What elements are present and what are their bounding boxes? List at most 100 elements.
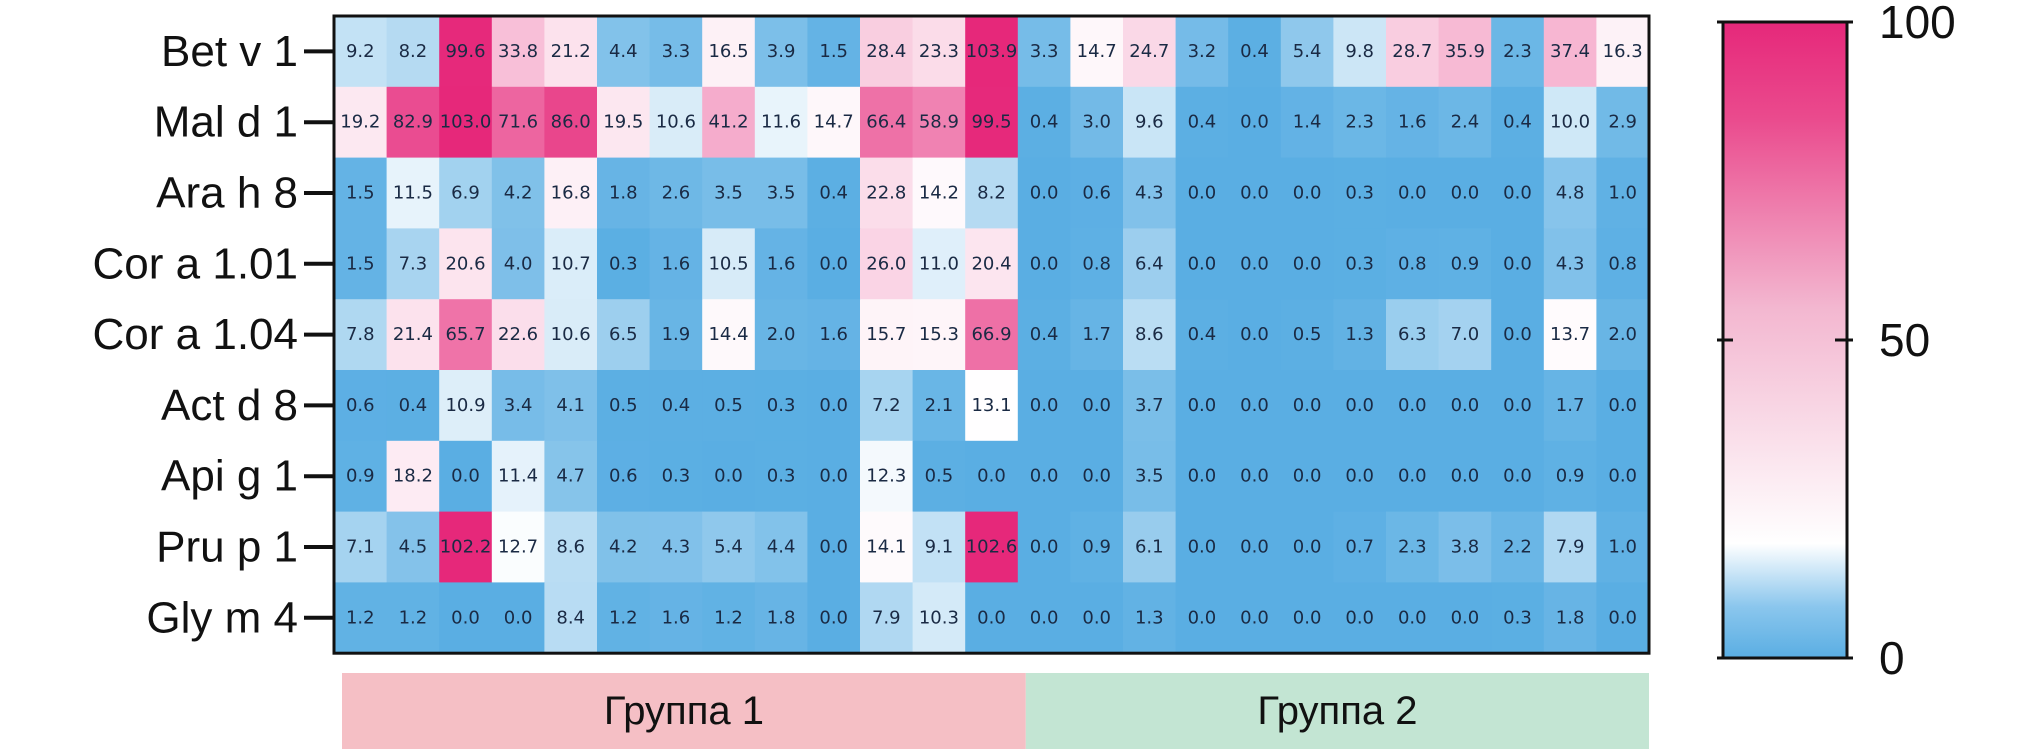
cell-value-label: 2.3 bbox=[1398, 537, 1427, 558]
cell-value-label: 2.4 bbox=[1451, 112, 1480, 133]
heatmap-cell bbox=[439, 157, 493, 229]
cell-value-label: 102.2 bbox=[440, 537, 492, 558]
heatmap-cell bbox=[860, 582, 914, 654]
cell-value-label: 3.3 bbox=[1030, 41, 1059, 62]
cell-value-label: 7.9 bbox=[1556, 537, 1585, 558]
cell-value-label: 2.3 bbox=[1503, 41, 1532, 62]
heatmap-cell bbox=[965, 582, 1019, 654]
heatmap-cell bbox=[1175, 511, 1229, 583]
heatmap-cell bbox=[649, 511, 703, 583]
heatmap-cell bbox=[807, 16, 861, 88]
cell-value-label: 0.3 bbox=[609, 253, 638, 274]
cell-value-label: 0.4 bbox=[1503, 112, 1532, 133]
cell-value-label: 1.8 bbox=[609, 183, 638, 204]
heatmap-cell bbox=[1386, 511, 1440, 583]
heatmap-cell bbox=[807, 86, 861, 159]
heatmap-cell bbox=[334, 228, 388, 300]
cell-value-label: 0.7 bbox=[1345, 537, 1374, 558]
heatmap-cell bbox=[1070, 299, 1124, 371]
cell-value-label: 0.0 bbox=[1030, 607, 1059, 628]
heatmap-cell bbox=[1280, 440, 1334, 513]
heatmap-cell bbox=[544, 440, 598, 513]
cell-value-label: 24.7 bbox=[1129, 41, 1169, 62]
heatmap-cell bbox=[1280, 86, 1334, 159]
cell-value-label: 10.7 bbox=[551, 253, 591, 274]
cell-value-label: 65.7 bbox=[445, 324, 485, 345]
heatmap-cell bbox=[649, 86, 703, 159]
cell-value-label: 58.9 bbox=[919, 112, 959, 133]
heatmap-cell bbox=[334, 86, 388, 159]
heatmap-cell bbox=[754, 370, 808, 442]
heatmap-cell bbox=[1438, 370, 1492, 442]
cell-value-label: 0.0 bbox=[1503, 324, 1532, 345]
cell-value-label: 0.0 bbox=[504, 607, 533, 628]
row-label: Mal d 1 bbox=[154, 98, 298, 147]
heatmap-cell bbox=[1386, 299, 1440, 371]
cell-value-label: 4.7 bbox=[556, 466, 585, 487]
heatmap-cell bbox=[386, 511, 440, 583]
cell-value-label: 4.3 bbox=[1135, 183, 1164, 204]
heatmap-cell bbox=[1491, 511, 1545, 583]
heatmap-cell bbox=[439, 86, 493, 159]
cell-value-label: 10.6 bbox=[656, 112, 696, 133]
heatmap-frame bbox=[332, 14, 1651, 655]
heatmap-cell bbox=[1543, 16, 1597, 88]
heatmap-cell bbox=[1175, 299, 1229, 371]
cell-value-label: 0.0 bbox=[1188, 183, 1217, 204]
cell-value-label: 14.1 bbox=[866, 537, 906, 558]
heatmap-cell bbox=[597, 228, 651, 300]
heatmap-cell bbox=[544, 511, 598, 583]
cell-value-label: 21.4 bbox=[393, 324, 433, 345]
cell-value-label: 0.0 bbox=[451, 607, 480, 628]
heatmap-cell bbox=[1017, 16, 1071, 88]
cell-value-label: 10.0 bbox=[1550, 112, 1590, 133]
cell-value-label: 37.4 bbox=[1550, 41, 1590, 62]
cell-value-label: 14.2 bbox=[919, 183, 959, 204]
cell-value-label: 14.4 bbox=[708, 324, 748, 345]
heatmap-cell bbox=[334, 370, 388, 442]
heatmap-cell bbox=[1491, 370, 1545, 442]
cell-value-label: 35.9 bbox=[1445, 41, 1485, 62]
heatmap-cell bbox=[754, 86, 808, 159]
cell-value-label: 0.5 bbox=[714, 395, 743, 416]
cell-value-label: 14.7 bbox=[1077, 41, 1117, 62]
cell-value-label: 0.0 bbox=[1293, 253, 1322, 274]
cell-value-label: 0.0 bbox=[1293, 183, 1322, 204]
heatmap-cell bbox=[1280, 582, 1334, 654]
cell-value-label: 0.0 bbox=[1240, 324, 1269, 345]
heatmap-cell bbox=[1491, 228, 1545, 300]
cell-value-label: 1.5 bbox=[346, 183, 375, 204]
cell-value-label: 7.9 bbox=[872, 607, 901, 628]
cell-value-label: 0.3 bbox=[1345, 253, 1374, 274]
cell-value-label: 19.2 bbox=[340, 112, 380, 133]
cell-value-label: 0.0 bbox=[1398, 395, 1427, 416]
row-label: Ara h 8 bbox=[156, 169, 298, 218]
heatmap-cell bbox=[1491, 16, 1545, 88]
heatmap-cell bbox=[1017, 370, 1071, 442]
heatmap-cell bbox=[1333, 157, 1387, 229]
heatmap-cell bbox=[649, 157, 703, 229]
heatmap-cell bbox=[702, 228, 756, 300]
cell-value-label: 41.2 bbox=[708, 112, 748, 133]
heatmap-cell bbox=[1070, 157, 1124, 229]
cell-value-label: 0.0 bbox=[1240, 537, 1269, 558]
row-label: Gly m 4 bbox=[146, 593, 298, 642]
cell-value-label: 103.0 bbox=[440, 112, 492, 133]
heatmap-cell bbox=[544, 86, 598, 159]
heatmap-cell bbox=[491, 582, 545, 654]
cell-value-label: 0.9 bbox=[1451, 253, 1480, 274]
cell-value-label: 0.0 bbox=[1188, 537, 1217, 558]
heatmap-cell bbox=[1070, 86, 1124, 159]
heatmap-cell bbox=[1386, 228, 1440, 300]
heatmap-cell bbox=[491, 86, 545, 159]
cell-value-label: 4.8 bbox=[1556, 183, 1585, 204]
cell-value-label: 12.7 bbox=[498, 537, 538, 558]
cell-value-label: 0.0 bbox=[1030, 183, 1059, 204]
cell-value-label: 0.0 bbox=[1398, 466, 1427, 487]
cell-value-label: 28.4 bbox=[866, 41, 906, 62]
cell-value-label: 0.0 bbox=[1188, 253, 1217, 274]
cell-value-label: 2.6 bbox=[662, 183, 691, 204]
cell-value-label: 10.5 bbox=[708, 253, 748, 274]
cell-value-label: 0.0 bbox=[1398, 183, 1427, 204]
heatmap-cell bbox=[807, 511, 861, 583]
